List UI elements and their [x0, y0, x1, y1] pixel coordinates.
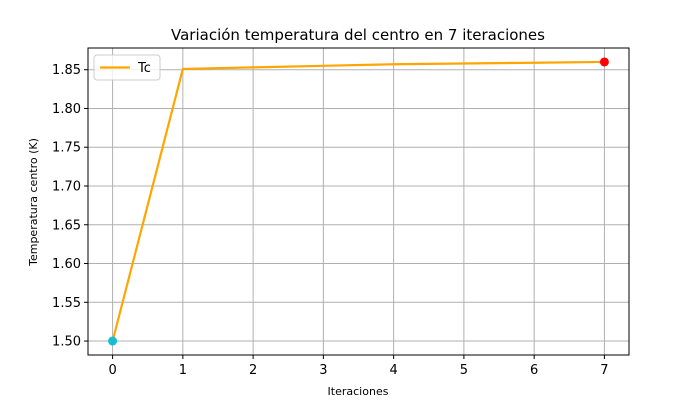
x-tick-label: 3 [319, 363, 327, 378]
y-tick-label: 1.85 [52, 63, 81, 78]
series-line-tc [111, 60, 605, 342]
plot-area [88, 48, 629, 355]
start-point-marker [108, 336, 118, 346]
x-tick-label: 1 [179, 363, 187, 378]
y-tick-label: 1.50 [52, 335, 81, 350]
y-tick-label: 1.75 [52, 141, 81, 156]
y-tick-label: 1.60 [52, 257, 81, 272]
series-layer [111, 60, 605, 342]
x-tick-label: 0 [108, 363, 116, 378]
x-tick-label: 7 [600, 363, 608, 378]
legend: Tc [93, 54, 161, 81]
x-tick-label: 4 [389, 363, 397, 378]
y-tick-label: 1.55 [52, 296, 81, 311]
grid-lines [88, 48, 629, 355]
x-tick-label: 6 [530, 363, 538, 378]
y-axis-ticks: 1.50 1.55 1.60 1.65 1.70 1.75 1.80 1.85 [52, 63, 88, 350]
plot-frame [87, 47, 630, 356]
x-axis-title: Iteraciones [328, 385, 389, 398]
y-tick-label: 1.65 [52, 218, 81, 233]
y-tick-label: 1.80 [52, 102, 81, 117]
y-tick-label: 1.70 [52, 179, 81, 194]
marker-layer [108, 57, 609, 346]
end-point-marker [599, 57, 609, 67]
y-axis-title: Temperatura centro (K) [27, 138, 40, 267]
chart-title: Variación temperatura del centro en 7 it… [171, 26, 545, 44]
x-tick-label: 5 [460, 363, 468, 378]
x-tick-label: 2 [249, 363, 257, 378]
legend-label: Tc [137, 61, 151, 76]
x-axis-ticks: 0 1 2 3 4 5 6 7 [108, 355, 609, 378]
